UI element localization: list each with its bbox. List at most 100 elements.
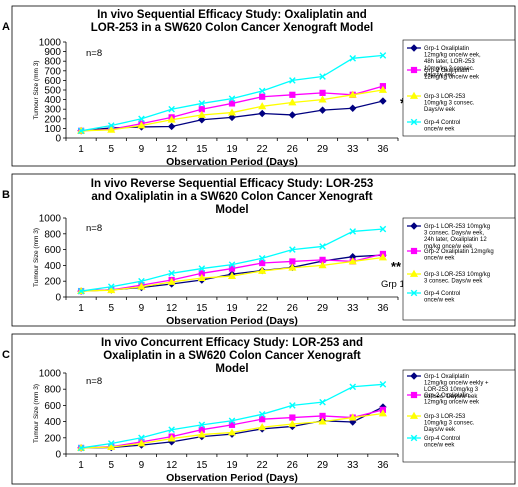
x-tick-label: 36 bbox=[377, 303, 389, 314]
legend-marker-grp-2 bbox=[410, 66, 418, 74]
x-tick-label: 22 bbox=[257, 303, 269, 314]
data-point-grp-3 bbox=[227, 271, 237, 279]
series-grp-3 bbox=[77, 253, 387, 294]
legend-label-grp-1: Grp-1 Oxaliplatin bbox=[424, 46, 469, 52]
y-tick-label: 900 bbox=[44, 47, 61, 58]
data-point-grp-4 bbox=[138, 277, 145, 285]
x-tick-label: 19 bbox=[226, 144, 238, 155]
legend-label-grp-4: Grp-4 Control bbox=[424, 120, 460, 126]
legend-label-grp-1: 48h later, LOR-253 bbox=[424, 59, 475, 65]
data-point-grp-4 bbox=[379, 225, 387, 233]
panel-b: B In vivo Reverse Sequential Efficacy Stu… bbox=[2, 173, 516, 327]
data-point-grp-4 bbox=[349, 228, 357, 235]
x-tick-label: 12 bbox=[166, 460, 178, 471]
data-point-grp-2 bbox=[319, 89, 326, 96]
data-point-grp-4 bbox=[228, 261, 236, 268]
group-note: Grp 1 bbox=[381, 279, 405, 290]
y-tick-label: 0 bbox=[55, 450, 61, 461]
legend-label-grp-4: once/w eek bbox=[424, 443, 455, 449]
data-point-grp-3 bbox=[107, 442, 116, 451]
data-point-grp-2 bbox=[289, 414, 296, 421]
data-point-grp-3 bbox=[197, 430, 206, 438]
data-point-grp-4 bbox=[198, 421, 206, 429]
legend-label-grp-2: Grp-2 Oxaliplatin 12mg/kg bbox=[424, 249, 494, 255]
panel-letter: C bbox=[2, 349, 10, 361]
x-tick-label: 36 bbox=[377, 144, 389, 155]
legend-label-grp-3: 10mg/kg 3 consec. bbox=[424, 421, 475, 427]
x-tick-label: 9 bbox=[139, 460, 145, 471]
x-axis-title: Observation Period (Days) bbox=[166, 156, 298, 168]
data-point-grp-3 bbox=[318, 261, 327, 269]
data-point-grp-1 bbox=[198, 116, 206, 124]
data-point-grp-3 bbox=[288, 98, 297, 106]
x-tick-label: 19 bbox=[226, 460, 238, 471]
data-point-grp-4 bbox=[77, 444, 85, 452]
x-tick-label: 9 bbox=[139, 144, 145, 155]
data-point-grp-4 bbox=[77, 127, 85, 135]
legend-label-grp-2: Grp-2 Oxaliplatin bbox=[424, 68, 469, 74]
data-point-grp-4 bbox=[319, 398, 326, 406]
x-tick-label: 33 bbox=[347, 303, 359, 314]
legend-label-grp-1: 3 consec. Days/w eek, bbox=[424, 231, 484, 237]
data-point-grp-4 bbox=[138, 115, 145, 123]
chart-title-line: and Oxaliplatin in a SW620 Colon Cancer … bbox=[91, 191, 372, 203]
legend-label-grp-1: 24h later, Oxaliplatin 12 bbox=[424, 237, 487, 243]
significance-annotation: ** bbox=[391, 259, 402, 274]
legend-label-grp-4: Grp-4 Control bbox=[424, 436, 460, 442]
y-tick-label: 600 bbox=[44, 401, 61, 412]
x-tick-label: 15 bbox=[196, 460, 208, 471]
sample-size-label: n=8 bbox=[86, 223, 102, 234]
x-axis-title: Observation Period (Days) bbox=[166, 315, 298, 327]
series-grp-4 bbox=[77, 381, 387, 452]
data-point-grp-4 bbox=[258, 411, 266, 418]
data-point-grp-3 bbox=[378, 409, 387, 417]
data-point-grp-4 bbox=[107, 440, 115, 447]
legend-label-grp-1: consec. Days/w eek bbox=[424, 394, 478, 400]
legend-label-grp-3: Days/w eek bbox=[424, 427, 456, 433]
chart-title-line: Oxaliplatin in a SW620 Colon Cancer Xeno… bbox=[103, 350, 361, 362]
data-point-grp-2 bbox=[228, 265, 236, 272]
data-point-grp-4 bbox=[77, 287, 85, 295]
chart-title-line: In vivo Reverse Sequential Efficacy Stud… bbox=[91, 178, 374, 190]
data-point-grp-4 bbox=[138, 434, 145, 442]
x-tick-label: 29 bbox=[317, 144, 329, 155]
legend-marker-grp-4 bbox=[410, 118, 418, 126]
data-point-grp-4 bbox=[168, 270, 175, 277]
data-point-grp-3 bbox=[258, 266, 267, 274]
legend-label-grp-4: Grp-4 Control bbox=[424, 291, 460, 297]
chart-title-line: In vivo Concurrent Efficacy Study: LOR-2… bbox=[101, 337, 363, 349]
data-point-grp-3 bbox=[167, 115, 176, 123]
legend-marker-grp-3 bbox=[409, 269, 419, 277]
legend-label-grp-3: Grp-3 LOR-253 bbox=[424, 414, 466, 420]
legend-frame bbox=[402, 369, 516, 463]
y-tick-label: 800 bbox=[44, 229, 61, 240]
data-point-grp-4 bbox=[258, 87, 266, 95]
chart-title-line: In vivo Sequential Efficacy Study: Oxali… bbox=[97, 9, 367, 21]
legend-marker-grp-2 bbox=[410, 391, 418, 399]
chart-title-line: Model bbox=[215, 204, 248, 216]
y-tick-label: 0 bbox=[55, 134, 61, 145]
legend-label-grp-1: LOR-253 10mg/kg 3 bbox=[424, 387, 479, 393]
data-point-grp-2 bbox=[259, 93, 266, 100]
x-tick-label: 5 bbox=[108, 303, 114, 314]
data-point-grp-3 bbox=[227, 108, 237, 116]
legend-label-grp-2: Grp-2 Oxaliplatin bbox=[424, 393, 469, 399]
data-point-grp-1 bbox=[258, 109, 266, 118]
chart-title-line: LOR-253 in a SW620 Colon Cancer Xenograf… bbox=[91, 22, 373, 34]
x-tick-label: 15 bbox=[196, 303, 208, 314]
legend: Grp-1 LOR-253 10mg/kg3 consec. Days/w ee… bbox=[402, 217, 516, 321]
data-point-grp-3 bbox=[167, 434, 176, 442]
data-point-grp-4 bbox=[289, 246, 296, 253]
legend-label-grp-4: once/w eek bbox=[424, 298, 455, 304]
y-tick-label: 200 bbox=[44, 114, 61, 125]
data-point-grp-3 bbox=[197, 273, 206, 281]
data-point-grp-4 bbox=[107, 122, 115, 129]
y-tick-label: 700 bbox=[44, 66, 61, 77]
data-point-grp-3 bbox=[107, 125, 116, 133]
x-tick-label: 19 bbox=[226, 303, 238, 314]
legend-label-grp-1: 12mg/kg once/w eek, bbox=[424, 53, 481, 59]
data-point-grp-3 bbox=[348, 90, 357, 98]
x-tick-label: 12 bbox=[166, 303, 178, 314]
data-point-grp-2 bbox=[228, 100, 236, 107]
x-tick-label: 9 bbox=[139, 303, 145, 314]
